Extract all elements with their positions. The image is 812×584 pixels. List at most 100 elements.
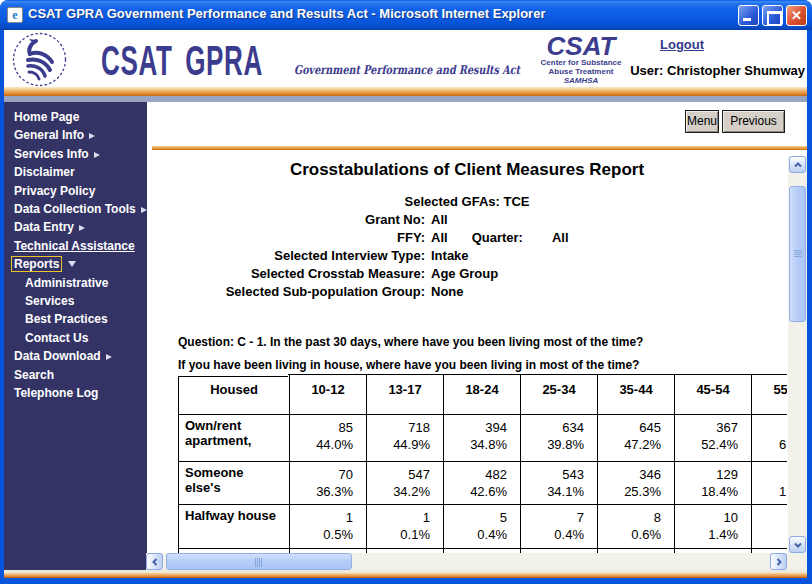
sidebar-item-label[interactable]: Best Practices xyxy=(25,312,108,326)
sidebar-item-label[interactable]: Data Download xyxy=(14,349,101,363)
csat-logo-line2: Abuse Treatment xyxy=(538,68,624,77)
scroll-down-button[interactable] xyxy=(789,536,806,553)
sidebar-item-label[interactable]: Reports xyxy=(11,256,62,272)
parameter-value: Age Group xyxy=(431,266,498,281)
table-cell: 8544.0% xyxy=(290,415,367,462)
table-header-age: 45-54 xyxy=(675,375,752,415)
table-cell: 64547.2% xyxy=(598,415,675,462)
window-title: CSAT GPRA Government Performance and Res… xyxy=(28,6,545,21)
report-parameter: Selected Sub-population Group: None xyxy=(147,284,787,302)
crosstab-table-wrap: Housed10-1213-1718-2425-3435-4445-5455-6… xyxy=(178,374,787,553)
table-header-age: 55-64 xyxy=(752,375,788,415)
row-label: Someoneelse's xyxy=(179,462,290,505)
sidebar-item-disclaimer[interactable]: Disclaimer xyxy=(4,163,147,181)
brand-logotype: CSAT GPRA xyxy=(101,36,263,85)
table-cell: 71844.9% xyxy=(367,415,444,462)
table-row: Halfway house10.5%10.1%50.4%70.4%80.6%10… xyxy=(179,505,788,549)
menu-button[interactable]: Menu xyxy=(685,110,719,133)
gold-divider-top xyxy=(4,87,807,96)
table-row: Someoneelse's7036.3%54734.2%48242.6%5433… xyxy=(179,462,788,505)
table-header-age: 13-17 xyxy=(367,375,444,415)
table-cell: 80.6% xyxy=(598,505,675,549)
report-parameter: FFY:AllQuarter:All xyxy=(147,230,787,248)
sidebar-item-general-info[interactable]: General Info xyxy=(4,126,147,144)
vertical-scroll-thumb[interactable] xyxy=(789,186,806,322)
submenu-arrow-icon xyxy=(94,152,100,158)
submenu-arrow-icon xyxy=(79,225,85,231)
parameter-value: Intake xyxy=(431,248,469,263)
sidebar-item-label[interactable]: Administrative xyxy=(25,276,108,290)
table-cell: 50.4% xyxy=(444,505,521,549)
maximize-button[interactable] xyxy=(762,5,783,26)
gold-divider-bottom xyxy=(4,573,807,578)
sidebar-item-reports[interactable]: Reports xyxy=(4,255,147,273)
browser-window: e CSAT GPRA Government Performance and R… xyxy=(0,0,812,584)
csat-logo: CSAT Center for Substance Abuse Treatmen… xyxy=(538,34,624,85)
horizontal-scrollbar[interactable] xyxy=(146,553,787,571)
internet-explorer-icon: e xyxy=(7,7,23,23)
table-cell: 70.4% xyxy=(521,505,598,549)
report-parameter: Selected Interview Type: Intake xyxy=(147,248,787,266)
table-header-age: 18-24 xyxy=(444,375,521,415)
table-cell: 7036.3% xyxy=(290,462,367,505)
question-line2: If you have been living in house, where … xyxy=(178,358,639,372)
report-parameters: Selected GFAs: TCEGrant No:AllFFY:AllQua… xyxy=(147,194,787,302)
scroll-left-button[interactable] xyxy=(146,553,163,570)
table-cell: 10.1% xyxy=(367,505,444,549)
sidebar-item-label[interactable]: Contact Us xyxy=(25,331,88,345)
table-row: Own/rentapartment,8544.0%71844.9%39434.8… xyxy=(179,415,788,462)
parameter-value: None xyxy=(431,284,464,299)
sidebar-item-search[interactable]: Search xyxy=(4,366,147,384)
table-cell xyxy=(752,505,788,549)
sidebar-nav: Home Page General Info Services Info Discla… xyxy=(4,102,147,570)
table-cell: 36752.4% xyxy=(675,415,752,462)
report-viewport: Crosstabulations of Client Measures Repo… xyxy=(147,150,787,553)
sidebar-item-label[interactable]: General Info xyxy=(14,128,84,142)
table-cell: 34625.3% xyxy=(598,462,675,505)
vertical-scrollbar[interactable] xyxy=(788,156,807,553)
logout-link[interactable]: Logout xyxy=(660,37,704,52)
scroll-right-button[interactable] xyxy=(770,553,787,570)
sidebar-item-label[interactable]: Data Collection Tools xyxy=(14,202,136,216)
sidebar-item-data-collection-tools[interactable]: Data Collection Tools xyxy=(4,200,147,218)
scrollbar-corner xyxy=(787,553,807,571)
previous-button[interactable]: Previous xyxy=(722,110,785,133)
sidebar-item-label[interactable]: Home Page xyxy=(14,110,79,124)
sidebar-item-home-page[interactable]: Home Page xyxy=(4,108,147,126)
sidebar-item-label[interactable]: Disclaimer xyxy=(14,165,75,179)
row-label: Halfway house xyxy=(179,505,290,549)
scroll-up-button[interactable] xyxy=(789,156,806,173)
sidebar-item-administrative[interactable]: Administrative xyxy=(4,274,147,292)
table-cell: 39434.8% xyxy=(444,415,521,462)
sidebar-item-technical-assistance[interactable]: Technical Assistance xyxy=(4,237,147,255)
horizontal-scroll-thumb[interactable] xyxy=(166,553,352,570)
close-button[interactable] xyxy=(786,5,807,26)
sidebar-item-privacy-policy[interactable]: Privacy Policy xyxy=(4,182,147,200)
sidebar-item-contact-us[interactable]: Contact Us xyxy=(4,329,147,347)
sidebar-item-label[interactable]: Services Info xyxy=(14,147,89,161)
parameter-label: Selected Sub-population Group: xyxy=(147,284,425,299)
sidebar-item-data-download[interactable]: Data Download xyxy=(4,347,147,365)
sidebar-item-services[interactable]: Services xyxy=(4,292,147,310)
sidebar-item-label[interactable]: Services xyxy=(25,294,74,308)
sidebar-item-services-info[interactable]: Services Info xyxy=(4,145,147,163)
sidebar-item-label[interactable]: Privacy Policy xyxy=(14,184,95,198)
sidebar-item-label[interactable]: Data Entry xyxy=(14,220,74,234)
sidebar-item-data-entry[interactable]: Data Entry xyxy=(4,218,147,236)
report-title: Crosstabulations of Client Measures Repo… xyxy=(147,160,787,180)
table-cell: 48242.6% xyxy=(444,462,521,505)
submenu-arrow-icon xyxy=(89,133,95,139)
parameter-label: Selected Interview Type: xyxy=(147,248,425,263)
report-parameter: Grant No:All xyxy=(147,212,787,230)
minimize-button[interactable] xyxy=(738,5,759,26)
submenu-arrow-icon xyxy=(106,354,112,360)
sidebar-item-label[interactable]: Technical Assistance xyxy=(14,239,135,253)
hhs-logo-icon xyxy=(12,32,67,91)
sidebar-item-label[interactable]: Search xyxy=(14,368,54,382)
row-label: Own/rentapartment, xyxy=(179,415,290,462)
sidebar-item-best-practices[interactable]: Best Practices xyxy=(4,310,147,328)
table-notch xyxy=(178,374,288,377)
sidebar-item-label[interactable]: Telephone Log xyxy=(14,386,98,400)
submenu-arrow-icon xyxy=(141,207,147,213)
sidebar-item-telephone-log[interactable]: Telephone Log xyxy=(4,384,147,402)
